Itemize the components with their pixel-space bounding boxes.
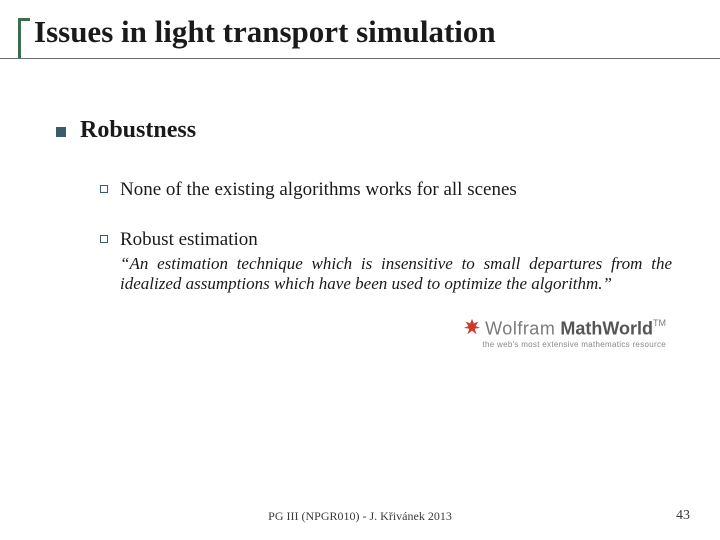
title-area: Issues in light transport simulation <box>0 0 720 59</box>
slide-body: Robustness None of the existing algorith… <box>0 59 720 295</box>
bullet-level2: Robust estimation “An estimation techniq… <box>100 228 676 295</box>
slide: Issues in light transport simulation Rob… <box>0 0 720 540</box>
logo-tm: TM <box>653 318 666 328</box>
logo-tagline: the web's most extensive mathematics res… <box>463 340 666 349</box>
slide-title: Issues in light transport simulation <box>34 14 720 58</box>
section-heading: Robustness <box>80 117 196 144</box>
bullet-level1: Robustness <box>56 117 676 144</box>
logo-main-line: Wolfram MathWorldTM <box>463 318 666 341</box>
footer-text: PG III (NPGR010) - J. Křivánek 2013 <box>0 509 720 524</box>
logo-brand-left: Wolfram <box>485 318 555 338</box>
hollow-square-bullet-icon <box>100 185 108 193</box>
bullet-level2: None of the existing algorithms works fo… <box>100 178 676 202</box>
title-underline <box>0 58 720 59</box>
spikey-icon <box>463 318 481 341</box>
quote-text: “An estimation technique which is insens… <box>120 254 676 295</box>
wolfram-logo: Wolfram MathWorldTM the web's most exten… <box>463 318 666 349</box>
hollow-square-bullet-icon <box>100 235 108 243</box>
corner-accent <box>18 18 30 58</box>
page-number: 43 <box>676 508 690 524</box>
square-bullet-icon <box>56 127 66 137</box>
logo-brand-right: MathWorld <box>560 318 653 338</box>
point-text: Robust estimation <box>120 228 676 252</box>
point-text: None of the existing algorithms works fo… <box>120 178 676 202</box>
